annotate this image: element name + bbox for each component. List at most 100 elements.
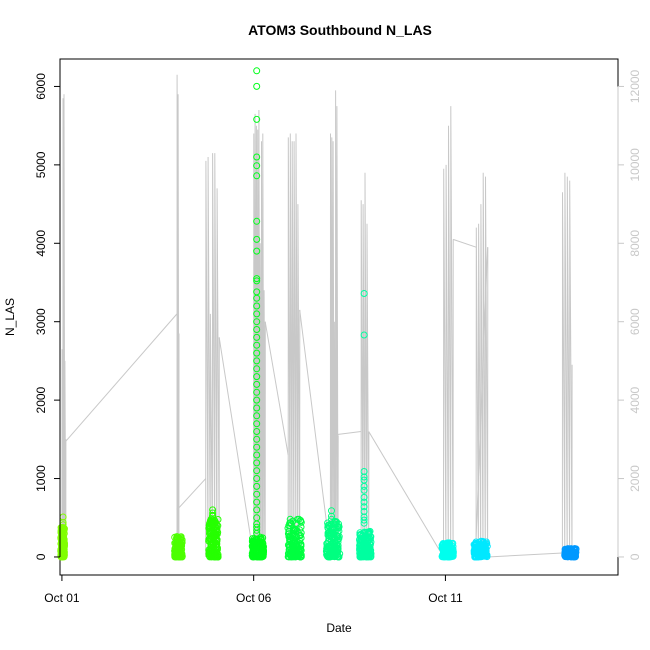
scatter-point: [253, 235, 261, 243]
scatter-point: [253, 420, 261, 428]
scatter-point: [361, 553, 369, 561]
scatter-point: [328, 512, 335, 520]
scatter-point: [329, 550, 337, 558]
scatter-cluster-2: [205, 506, 222, 561]
line-segment-1: [176, 74, 180, 558]
line-segment-3: [253, 109, 266, 558]
scatter-point: [297, 516, 304, 524]
scatter-point: [253, 380, 261, 388]
line-connector-1: [176, 333, 180, 510]
scatter-point: [253, 388, 261, 396]
scatter-point: [253, 435, 261, 443]
scatter-point: [253, 217, 261, 225]
scatter-point: [284, 530, 292, 538]
scatter-point: [251, 548, 259, 556]
scatter-point: [360, 290, 368, 297]
scatter-point: [570, 550, 578, 558]
scatter-point: [360, 486, 368, 494]
y-axis-right: 0 2000 4000 6000 8000 10000 12000: [617, 69, 642, 560]
y-tick-label: 4000: [34, 230, 48, 257]
scatter-point: [253, 428, 261, 435]
y2-tick-label: 2000: [628, 465, 642, 492]
scatter-point: [253, 498, 261, 506]
line-segment-7: [443, 106, 454, 558]
scatter-point: [357, 546, 365, 554]
scatter-point: [561, 545, 569, 553]
scatter-cluster-6: [356, 290, 375, 561]
line-segment-4: [287, 133, 301, 558]
scatter-point: [324, 519, 332, 527]
y2-tick-label: 0: [628, 553, 642, 560]
x-axis-label: Date: [326, 621, 352, 635]
scatter-point: [479, 544, 487, 552]
scatter-cluster-3: [248, 67, 267, 561]
scatter-point: [287, 552, 295, 560]
scatter-point: [362, 535, 370, 543]
scatter-point: [323, 552, 331, 560]
scatter-point: [563, 553, 571, 561]
scatter-point: [252, 551, 260, 559]
scatter-point: [209, 512, 217, 520]
line-connector-3: [218, 337, 255, 558]
line-connector-7: [368, 431, 444, 558]
scatter-point: [360, 548, 367, 556]
scatter-point: [360, 482, 368, 490]
scatter-point: [253, 529, 261, 537]
line-segment-6: [360, 172, 370, 558]
scatter-point: [253, 459, 261, 467]
line-connector-0: [65, 313, 178, 442]
scatter-point: [214, 553, 222, 561]
line-segment-0: [61, 94, 67, 558]
scatter-point: [253, 277, 261, 285]
scatter-point: [207, 543, 215, 551]
scatter-point: [171, 552, 179, 560]
scatter-point: [360, 331, 368, 339]
scatter-point: [335, 523, 343, 531]
scatter-point: [58, 526, 66, 534]
x-tick-label: Oct 06: [236, 591, 272, 605]
scatter-point: [253, 396, 261, 404]
scatter-point: [213, 525, 221, 533]
scatter-point: [253, 318, 261, 326]
scatter-point: [171, 539, 179, 547]
scatter-point: [60, 526, 68, 534]
scatter-point: [253, 506, 261, 514]
scatter-point: [360, 503, 368, 511]
y2-tick-label: 8000: [628, 230, 642, 257]
scatter-point: [442, 552, 450, 560]
scatter-point: [253, 67, 261, 75]
scatter-point: [334, 533, 342, 540]
scatter-point: [569, 547, 577, 555]
x-axis: Oct 01 Oct 06 Oct 11: [44, 574, 463, 605]
scatter-point: [253, 115, 261, 123]
y-tick-label: 2000: [34, 386, 48, 413]
scatter-point: [253, 373, 261, 381]
y-tick-label: 3000: [34, 308, 48, 335]
scatter-point: [253, 482, 261, 490]
scatter-point: [253, 475, 261, 482]
scatter-point: [291, 537, 299, 545]
line-connector-10: [487, 552, 563, 558]
scatter-point: [360, 473, 368, 481]
scatter-point: [326, 541, 334, 548]
scatter-point: [253, 404, 261, 412]
scatter-point: [259, 546, 267, 554]
scatter-cluster-8: [470, 537, 491, 561]
scatter-cluster-4: [284, 515, 305, 561]
scatter-point: [297, 540, 305, 548]
point-series: [57, 67, 580, 561]
scatter-point: [209, 509, 217, 517]
scatter-point: [331, 518, 339, 526]
scatter-cluster-9: [561, 545, 580, 561]
scatter-point: [212, 528, 220, 536]
line-connector-8: [452, 238, 477, 248]
y-axis-left: 0 1000 2000 3000 4000 5000 6000: [34, 73, 61, 560]
scatter-point: [295, 536, 303, 544]
scatter-point: [443, 549, 451, 557]
plot-frame: [59, 58, 619, 576]
scatter-point: [324, 522, 332, 530]
x-tick-label: Oct 11: [428, 591, 463, 605]
scatter-point: [211, 552, 219, 560]
scatter-point: [60, 536, 68, 544]
scatter-point: [360, 498, 368, 506]
